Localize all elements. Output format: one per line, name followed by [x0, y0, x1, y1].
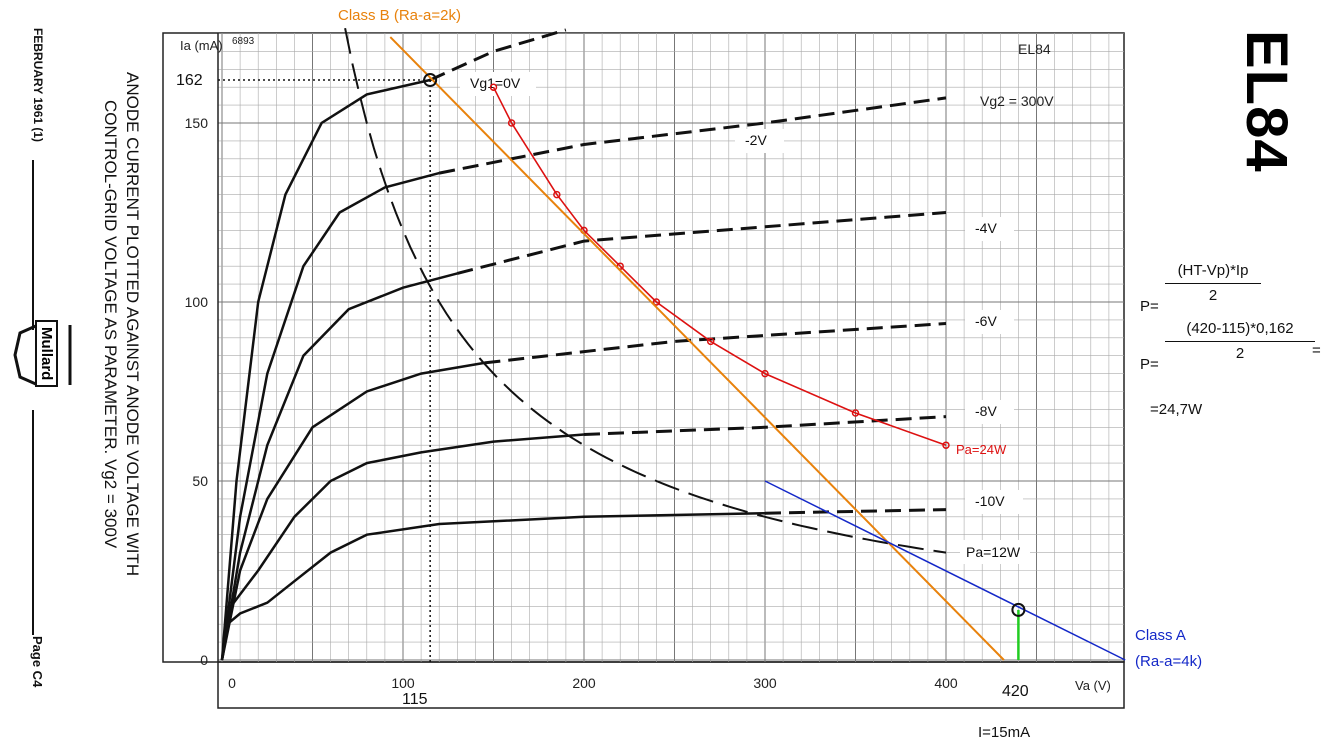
grid-curve-0: [220, 78, 431, 661]
pa12-hyperbola: [344, 27, 947, 554]
plot-frame: [162, 32, 1125, 663]
pa12-label-box: [960, 540, 1030, 564]
grid-curve-4: [220, 433, 585, 661]
pa24-point: [553, 190, 561, 199]
vg2-label: Vg2 = 300V: [980, 93, 1054, 109]
pa24-curve: [492, 86, 947, 446]
x-axis-label: Va (V): [1075, 678, 1111, 693]
pa24-point: [507, 119, 516, 127]
pa24-label: Pa=24W: [956, 442, 1007, 457]
formula-equals: =: [1312, 342, 1321, 359]
y-axis-label: Ia (mA): [180, 38, 223, 53]
chart-title: EL84: [1018, 41, 1051, 57]
grid-curve-dashed-1: [438, 96, 947, 175]
class-a-label: Class A: [1135, 627, 1186, 644]
y-tick-label: 0: [200, 652, 208, 668]
annotation-15ma: I=15mA: [978, 724, 1030, 741]
page-label: Page C4: [30, 636, 45, 688]
y-tick-label: 50: [192, 473, 208, 489]
chart-code: 6893: [232, 36, 255, 47]
formula-denominator2: 2: [1235, 345, 1245, 362]
divider: [32, 160, 34, 330]
curve-label: -6V: [975, 313, 997, 329]
formula-denominator1: 2: [1208, 287, 1218, 304]
grid-curve-1: [220, 171, 440, 661]
class-b-label: Class B (Ra-a=2k): [338, 7, 461, 24]
curve-label-box: [965, 490, 1023, 514]
annotation-162: 162: [176, 72, 203, 89]
x-tick-label: 0: [228, 675, 236, 691]
x-tick-label: 400: [934, 675, 958, 691]
curve-label: -2V: [745, 132, 767, 148]
grid-curve-dashed-4: [583, 415, 947, 436]
curve-label: -10V: [975, 493, 1005, 509]
curve-label-box: [460, 72, 536, 96]
divider: [32, 410, 34, 635]
mullard-logo: Mullard: [35, 320, 58, 388]
curve-label: -8V: [975, 403, 997, 419]
operating-point-marker: [1011, 602, 1026, 617]
grid-curve-2: [220, 272, 458, 661]
chart-title-line2: CONTROL-GRID VOLTAGE AS PARAMETER. Vg2 =…: [101, 100, 120, 549]
formula-numerator1: (HT-Vp)*Ip: [1165, 262, 1261, 284]
class-a-label: (Ra-a=4k): [1135, 653, 1202, 670]
pa24-point: [489, 83, 498, 91]
pa24-point: [652, 298, 661, 306]
y-tick-label: 150: [185, 115, 209, 131]
curve-label-box: [965, 310, 1014, 334]
curve-label-box: [735, 129, 784, 153]
chart-title-line1: ANODE CURRENT PLOTTED AGAINST ANODE VOLT…: [123, 72, 142, 577]
pa24-point: [851, 409, 860, 417]
grid-curve-3: [220, 361, 485, 661]
curve-label-box: [965, 400, 1014, 424]
grid-curve-dashed-2: [456, 211, 947, 275]
pa24-point: [761, 369, 769, 378]
x-tick-label: 300: [753, 675, 777, 691]
curve-label-box: [965, 217, 1014, 241]
date-label: FEBRUARY 1961 (1): [31, 28, 45, 143]
annotation-420: 420: [1002, 683, 1029, 700]
class-b-load-line: [389, 36, 1005, 661]
grid-curve-dashed-3: [484, 322, 947, 365]
grid-curve-5: [220, 511, 766, 661]
formula-p2: P=: [1140, 356, 1159, 373]
formula-numerator2: (420-115)*0,162: [1165, 320, 1315, 342]
tube-type-title: EL84: [1234, 30, 1299, 173]
pa24-point: [942, 441, 950, 449]
pa24-point: [706, 337, 715, 346]
x-tick-label: 200: [572, 675, 596, 691]
x-tick-label: 100: [391, 675, 415, 691]
curve-label: -4V: [975, 220, 997, 236]
x-axis-strip: [217, 661, 1125, 709]
pa12-label: Pa=12W: [966, 544, 1021, 560]
formula-result: =24,7W: [1150, 401, 1203, 418]
curve-label: Vg1=0V: [470, 75, 521, 91]
y-tick-label: 100: [185, 294, 209, 310]
formula-p1: P=: [1140, 298, 1159, 315]
operating-point-marker: [423, 73, 438, 88]
class-a-load-line: [764, 480, 1126, 661]
annotation-115: 115: [402, 691, 428, 708]
grid-curve-dashed-5: [764, 508, 947, 515]
